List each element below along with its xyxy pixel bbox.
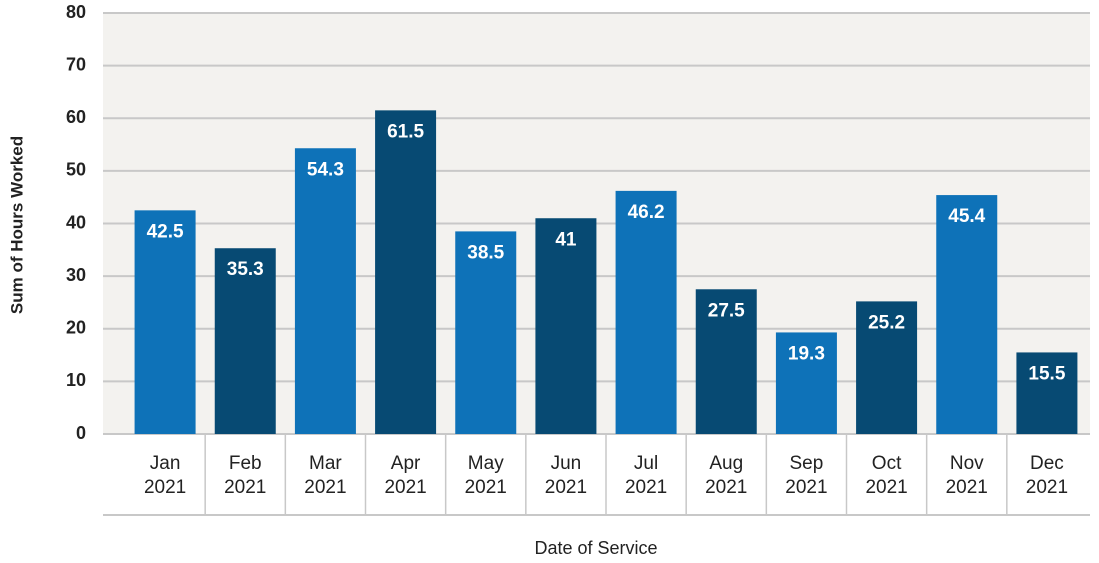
bar — [455, 231, 517, 434]
data-label: 54.3 — [307, 159, 344, 180]
bar — [535, 218, 597, 434]
data-label: 27.5 — [708, 300, 745, 321]
x-tick-label: Mar 2021 — [304, 453, 347, 498]
bar — [294, 148, 356, 434]
data-label: 41 — [555, 229, 577, 250]
y-axis-title: Sum of Hours Worked — [7, 136, 26, 314]
x-tick-label: Nov 2021 — [945, 453, 988, 498]
x-axis-title: Date of Service — [534, 538, 657, 558]
bar — [615, 190, 677, 434]
bar — [134, 210, 196, 434]
x-tick-label: Aug 2021 — [705, 453, 748, 498]
data-label: 42.5 — [147, 221, 184, 242]
data-label: 46.2 — [628, 202, 665, 223]
data-label: 38.5 — [467, 242, 504, 263]
y-tick-label: 50 — [66, 160, 86, 180]
y-tick-label: 70 — [66, 54, 86, 74]
data-label: 35.3 — [227, 259, 264, 280]
data-label: 61.5 — [387, 121, 424, 142]
data-label: 25.2 — [868, 312, 905, 333]
bar — [214, 248, 276, 434]
data-label: 15.5 — [1028, 363, 1065, 384]
y-tick-label: 80 — [66, 2, 86, 22]
x-tick-label: Feb 2021 — [224, 453, 267, 498]
y-tick-label: 10 — [66, 370, 86, 390]
x-tick-label: Jun 2021 — [544, 453, 588, 498]
data-label: 45.4 — [948, 206, 985, 227]
data-label: 19.3 — [788, 343, 825, 364]
y-tick-label: 0 — [76, 423, 86, 443]
bar — [856, 301, 918, 434]
x-tick-label: Jan 2021 — [143, 453, 187, 498]
bar — [1016, 352, 1078, 434]
bar — [936, 195, 998, 434]
y-tick-label: 60 — [66, 107, 86, 127]
bar — [775, 332, 837, 434]
y-tick-label: 30 — [66, 265, 86, 285]
bar — [375, 110, 437, 434]
x-tick-label: May 2021 — [464, 453, 507, 498]
x-tick-label: Jul 2021 — [624, 453, 668, 498]
x-tick-label: Sep 2021 — [785, 453, 828, 498]
y-tick-label: 20 — [66, 318, 86, 338]
x-tick-label: Dec 2021 — [1025, 453, 1069, 498]
x-tick-label: Oct 2021 — [865, 453, 908, 498]
y-tick-label: 40 — [66, 212, 86, 232]
bar — [695, 289, 757, 434]
x-tick-label: Apr 2021 — [384, 453, 427, 498]
